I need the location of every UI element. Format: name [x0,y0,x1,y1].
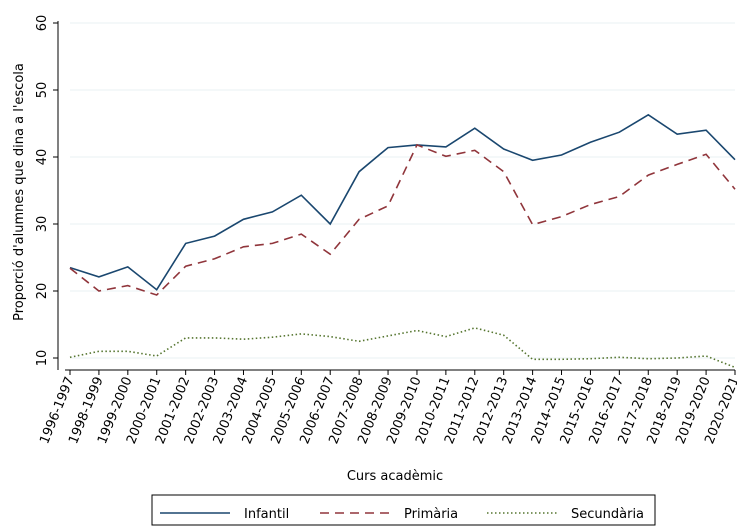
y-tick-label: 50 [35,82,50,99]
y-tick-label: 40 [35,149,50,166]
series-line-secundria [70,328,735,368]
series-line-primria [70,145,735,295]
legend-label: Infantil [244,507,289,522]
y-tick-label: 60 [35,15,50,32]
y-axis: 10 20 30 40 50 60 [35,15,58,370]
x-axis-title: Curs acadèmic [347,469,443,484]
y-tick-label: 10 [35,350,50,367]
legend: Infantil Primària Secundària [152,495,655,525]
series-line-infantil [70,115,735,290]
series-lines [70,115,735,368]
y-tick-label: 20 [35,283,50,300]
gridlines [70,23,735,358]
legend-label: Primària [404,507,458,522]
x-axis: 1996-19971998-19991999-20002000-20012001… [37,370,737,446]
y-tick-label: 30 [35,216,50,233]
legend-label: Secundària [571,507,644,522]
y-axis-title: Proporció d'alumnes que dina a l'escola [12,63,27,321]
